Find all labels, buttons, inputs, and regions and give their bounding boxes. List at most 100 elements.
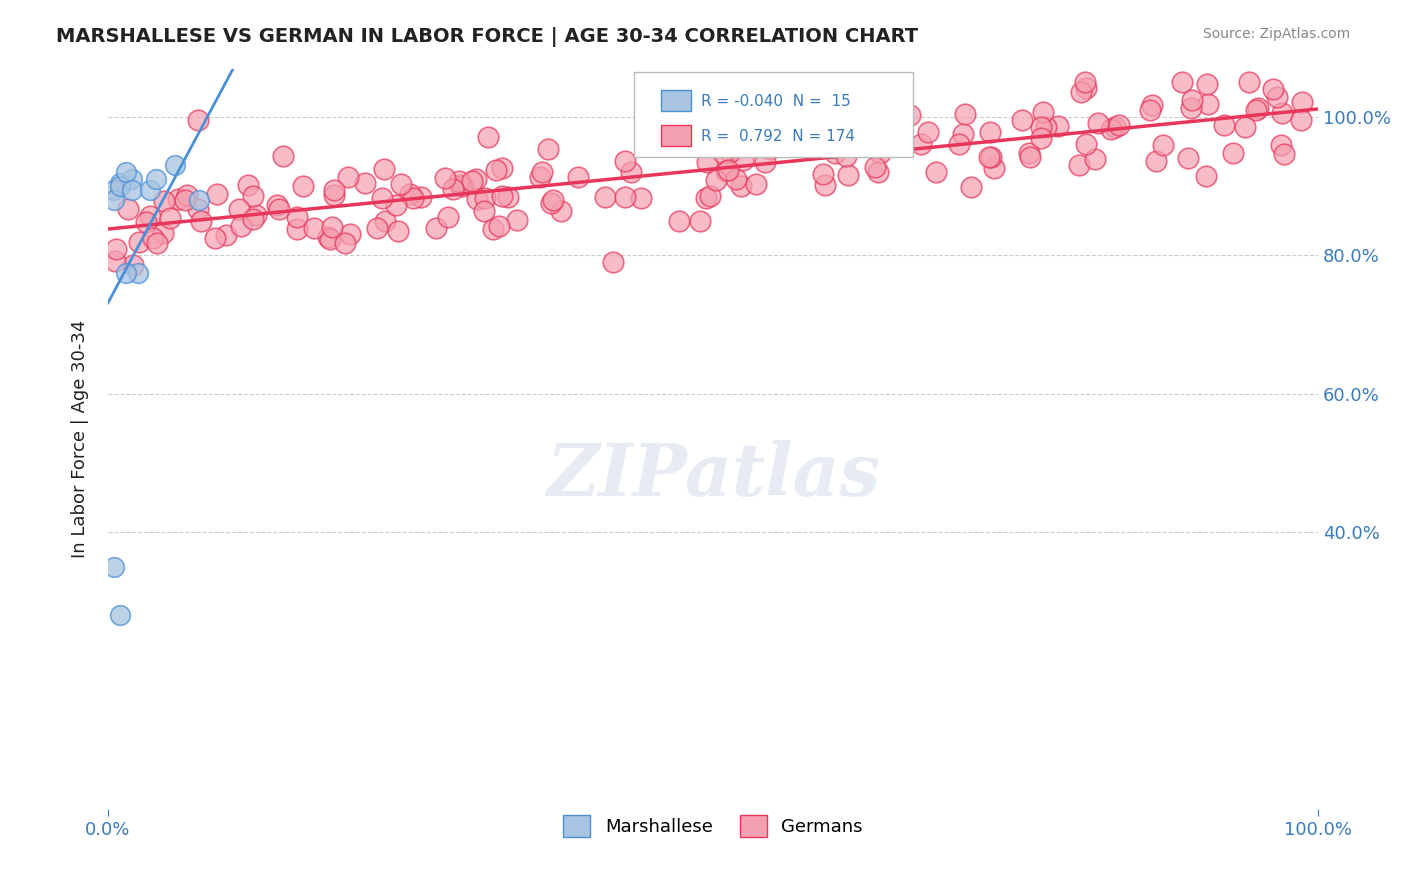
Point	[242, 188, 264, 202]
Point	[724, 172, 747, 186]
Point	[411, 190, 433, 204]
Point	[1195, 169, 1218, 183]
Point	[979, 125, 1001, 139]
Point	[1181, 93, 1204, 107]
Point	[602, 255, 624, 269]
Point	[540, 196, 562, 211]
Point	[1197, 78, 1219, 92]
Point	[1018, 150, 1040, 164]
Point	[292, 179, 315, 194]
Point	[389, 178, 412, 192]
Point	[215, 227, 238, 242]
Point	[1031, 105, 1053, 120]
Point	[1291, 95, 1313, 109]
Point	[108, 179, 131, 194]
Point	[613, 189, 636, 203]
Point	[1074, 137, 1097, 152]
Point	[152, 226, 174, 240]
Point	[1233, 120, 1256, 134]
Text: MARSHALLESE VS GERMAN IN LABOR FORCE | AGE 30-34 CORRELATION CHART: MARSHALLESE VS GERMAN IN LABOR FORCE | A…	[56, 27, 918, 46]
Point	[398, 186, 420, 201]
Point	[108, 608, 131, 623]
Point	[699, 188, 721, 202]
Point	[1018, 146, 1040, 161]
Point	[1076, 80, 1098, 95]
Point	[207, 186, 229, 201]
Point	[1152, 138, 1174, 153]
Point	[482, 222, 505, 236]
Point	[273, 149, 295, 163]
FancyBboxPatch shape	[634, 72, 912, 157]
Point	[167, 192, 190, 206]
Point	[1177, 152, 1199, 166]
Point	[176, 187, 198, 202]
Point	[374, 214, 396, 228]
Point	[461, 174, 484, 188]
Point	[811, 168, 834, 182]
Point	[730, 179, 752, 194]
Point	[537, 142, 560, 156]
Point	[1246, 103, 1268, 117]
Point	[824, 146, 846, 161]
Text: ZIPatlas: ZIPatlas	[546, 441, 880, 511]
Point	[105, 242, 128, 256]
Point	[776, 128, 799, 143]
Point	[1084, 152, 1107, 166]
Point	[754, 154, 776, 169]
Point	[953, 107, 976, 121]
Point	[103, 193, 125, 207]
Point	[1035, 120, 1057, 135]
Point	[1074, 75, 1097, 89]
Point	[354, 176, 377, 190]
Point	[127, 266, 149, 280]
Point	[491, 189, 513, 203]
Point	[1011, 113, 1033, 128]
Point	[321, 220, 343, 235]
Point	[745, 177, 768, 191]
Point	[425, 220, 447, 235]
Point	[190, 213, 212, 227]
Point	[1247, 101, 1270, 115]
Y-axis label: In Labor Force | Age 30-34: In Labor Force | Age 30-34	[72, 319, 89, 558]
Point	[121, 172, 143, 186]
Point	[437, 211, 460, 225]
Point	[319, 232, 342, 246]
Point	[834, 149, 856, 163]
Point	[373, 161, 395, 176]
Point	[1261, 82, 1284, 96]
Point	[1212, 118, 1234, 132]
Point	[648, 121, 671, 136]
Point	[869, 145, 891, 160]
Point	[174, 193, 197, 207]
Point	[204, 231, 226, 245]
Point	[925, 165, 948, 179]
Point	[304, 221, 326, 235]
Point	[1222, 145, 1244, 160]
Point	[477, 129, 499, 144]
Point	[1070, 85, 1092, 99]
Point	[541, 193, 564, 207]
Point	[1197, 96, 1219, 111]
Point	[1067, 159, 1090, 173]
Point	[441, 182, 464, 196]
Point	[725, 92, 748, 106]
Point	[948, 137, 970, 152]
Point	[863, 161, 886, 175]
Point	[187, 193, 209, 207]
Point	[465, 192, 488, 206]
Point	[749, 136, 772, 150]
Point	[474, 191, 496, 205]
Point	[713, 146, 735, 161]
Point	[163, 158, 186, 172]
Legend: Marshallese, Germans: Marshallese, Germans	[557, 808, 870, 845]
Point	[1271, 106, 1294, 120]
Point	[139, 183, 162, 197]
Point	[1031, 120, 1053, 134]
Point	[837, 168, 859, 182]
Point	[322, 183, 344, 197]
Point	[980, 150, 1002, 164]
Point	[550, 204, 572, 219]
Point	[983, 161, 1005, 175]
Point	[447, 174, 470, 188]
Point	[267, 202, 290, 217]
